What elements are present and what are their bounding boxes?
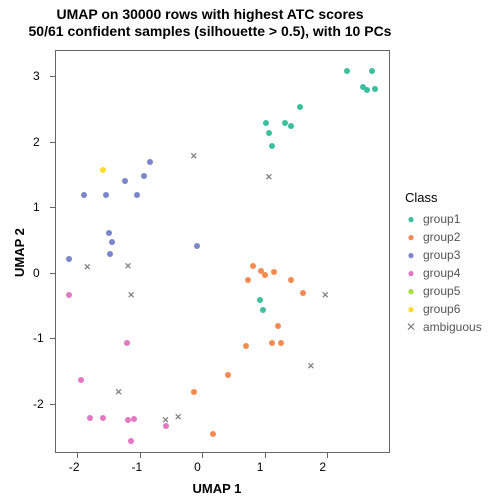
point-ambiguous: ✕ [307,361,315,371]
point-group1 [288,123,294,129]
point-group4 [163,423,169,429]
point-group2 [245,277,251,283]
y-axis-label: UMAP 2 [12,228,27,277]
legend-item-ambiguous: ✕ ambiguous [405,320,482,334]
legend-item-group6: ● group6 [405,302,460,316]
point-group2 [210,431,216,437]
legend-dot-icon: ● [405,285,417,297]
point-group4 [100,415,106,421]
point-group4 [66,292,72,298]
x-tick-label: 2 [319,460,326,474]
legend-item-group5: ● group5 [405,284,460,298]
y-tick-label: 0 [33,266,40,280]
point-ambiguous: ✕ [84,262,92,272]
point-group3 [107,251,113,257]
point-group3 [122,178,128,184]
x-tick-label: -2 [69,460,80,474]
legend-label: group6 [423,302,460,316]
point-group1 [269,143,275,149]
legend-dot-icon: ● [405,249,417,261]
point-ambiguous: ✕ [115,387,123,397]
x-tick-label: 1 [257,460,264,474]
point-group3 [194,243,200,249]
point-group4 [87,415,93,421]
point-group1 [282,120,288,126]
y-tick-label: 1 [33,200,40,214]
plot-area: ✕✕✕✕✕✕✕✕✕✕ [55,50,390,453]
legend-title: Class [405,190,438,205]
point-group4 [131,416,137,422]
point-ambiguous: ✕ [127,290,135,300]
point-group1 [257,297,263,303]
point-group2 [262,272,268,278]
legend-label: ambiguous [423,320,482,334]
legend-item-group1: ● group1 [405,212,460,226]
point-group1 [297,104,303,110]
chart-title: UMAP on 30000 rows with highest ATC scor… [0,6,420,40]
umap-scatter-chart: UMAP on 30000 rows with highest ATC scor… [0,0,504,504]
point-group1 [372,86,378,92]
y-tick-label: -2 [33,397,44,411]
point-group1 [260,307,266,313]
legend-item-group2: ● group2 [405,230,460,244]
point-group2 [300,290,306,296]
legend-label: group5 [423,284,460,298]
point-group1 [263,120,269,126]
point-group1 [266,130,272,136]
legend-label: group3 [423,248,460,262]
x-tick-label: 0 [194,460,201,474]
point-group4 [78,377,84,383]
legend-label: group2 [423,230,460,244]
y-tick-label: 2 [33,135,40,149]
chart-title-line2: 50/61 confident samples (silhouette > 0.… [0,23,420,40]
y-tick-label: 3 [33,69,40,83]
legend-label: group4 [423,266,460,280]
point-group2 [269,340,275,346]
point-ambiguous: ✕ [265,172,273,182]
point-group3 [66,256,72,262]
point-ambiguous: ✕ [174,412,182,422]
point-group2 [250,263,256,269]
point-group3 [103,192,109,198]
point-group6 [100,167,106,173]
point-group4 [125,417,131,423]
legend-dot-icon: ● [405,231,417,243]
point-group3 [109,239,115,245]
point-ambiguous: ✕ [124,261,132,271]
x-axis-label: UMAP 1 [193,481,242,496]
point-group1 [369,68,375,74]
point-group2 [288,277,294,283]
point-group1 [364,87,370,93]
point-group2 [271,269,277,275]
x-tick-label: -1 [132,460,143,474]
point-group3 [147,159,153,165]
legend-item-group3: ● group3 [405,248,460,262]
legend-x-icon: ✕ [405,321,417,333]
point-group2 [191,389,197,395]
point-group2 [275,323,281,329]
point-group4 [124,340,130,346]
point-ambiguous: ✕ [190,151,198,161]
point-ambiguous: ✕ [321,290,329,300]
point-group2 [278,340,284,346]
point-group2 [243,343,249,349]
legend-dot-icon: ● [405,213,417,225]
legend-dot-icon: ● [405,303,417,315]
chart-title-line1: UMAP on 30000 rows with highest ATC scor… [0,6,420,23]
legend-item-group4: ● group4 [405,266,460,280]
point-group3 [81,192,87,198]
point-group3 [141,173,147,179]
point-group3 [106,230,112,236]
y-tick-label: -1 [33,331,44,345]
point-group2 [225,372,231,378]
point-group3 [134,192,140,198]
point-group4 [128,438,134,444]
legend-dot-icon: ● [405,267,417,279]
legend-label: group1 [423,212,460,226]
point-group1 [344,68,350,74]
